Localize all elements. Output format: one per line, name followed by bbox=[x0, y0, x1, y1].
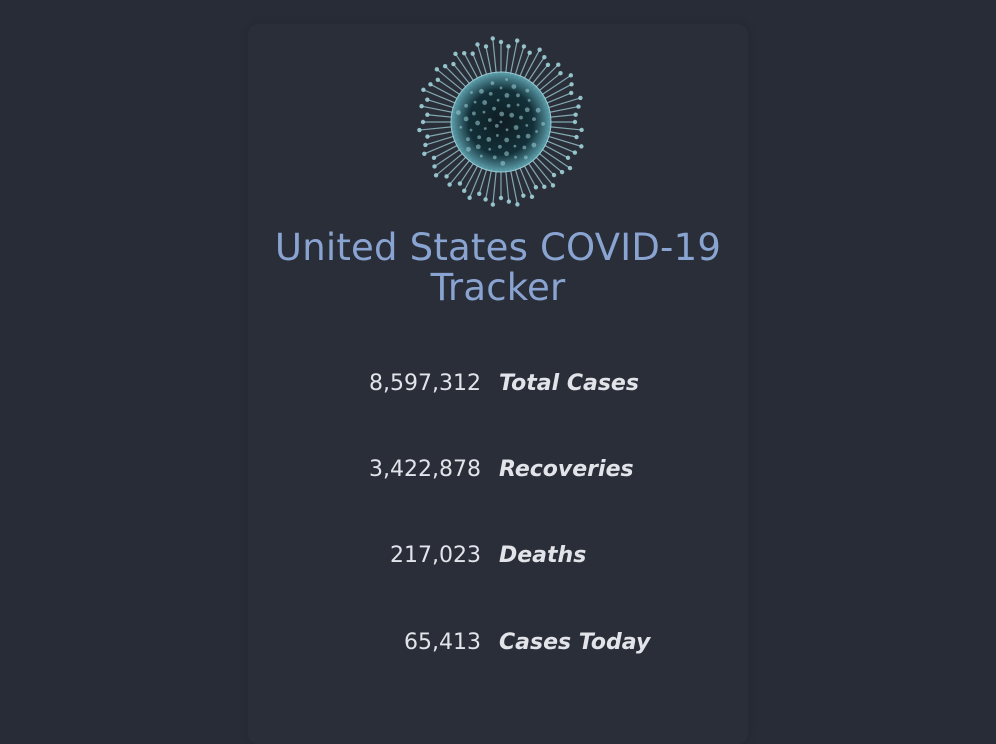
coronavirus-image bbox=[417, 36, 584, 207]
stat-cases-today: 65,413 Cases Today bbox=[248, 623, 748, 663]
stat-recoveries: 3,422,878 Recoveries bbox=[248, 450, 748, 490]
tracker-card: United States COVID-19 Tracker 8,597,312… bbox=[248, 24, 748, 744]
stat-label: Deaths bbox=[499, 543, 587, 568]
stat-label: Cases Today bbox=[499, 630, 651, 655]
stat-label: Recoveries bbox=[499, 457, 634, 482]
stat-total-cases: 8,597,312 Total Cases bbox=[248, 364, 748, 404]
stat-deaths: 217,023 Deaths bbox=[248, 536, 748, 576]
stat-value: 8,597,312 bbox=[369, 371, 481, 396]
stat-label: Total Cases bbox=[499, 371, 639, 396]
stat-value: 217,023 bbox=[390, 543, 481, 568]
stat-value: 65,413 bbox=[404, 630, 481, 655]
stat-value: 3,422,878 bbox=[369, 457, 481, 482]
page-title: United States COVID-19 Tracker bbox=[274, 226, 722, 309]
